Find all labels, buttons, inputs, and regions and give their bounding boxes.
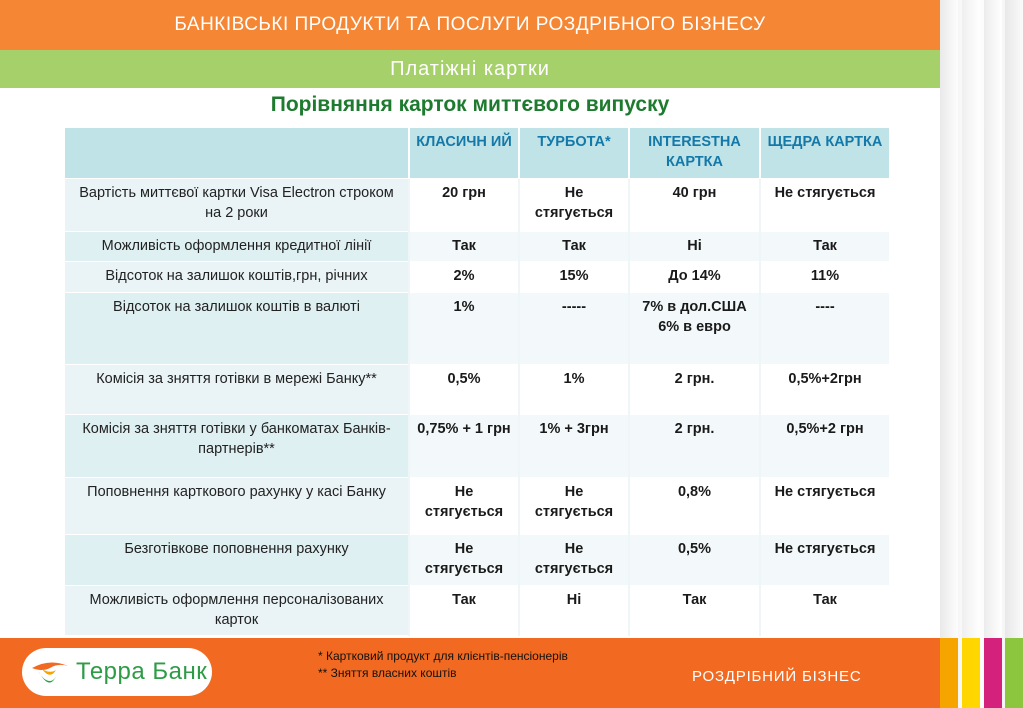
table-header-cell: КЛАСИЧН ИЙ [408, 128, 519, 179]
cell-value: Не стягується [759, 178, 889, 232]
cell-value: Так [628, 585, 760, 636]
header-title: БАНКІВСЬКІ ПРОДУКТИ ТА ПОСЛУГИ РОЗДРІБНО… [0, 0, 940, 50]
cell-value: ----- [518, 292, 629, 365]
cell-value: Так [759, 231, 889, 262]
table-row: Безготівкове поповнення рахунку Не стягу… [65, 534, 889, 586]
row-label: Безготівкове поповнення рахунку [65, 534, 409, 586]
cell-value: Ні [518, 585, 629, 636]
decor-stripe [1005, 0, 1023, 708]
cell-value: 40 грн [628, 178, 760, 232]
cell-value: 0,5% [408, 364, 519, 415]
decor-stripe-accent [1005, 638, 1023, 708]
cell-value: Не стягується [518, 477, 629, 535]
cell-value: Не стягується [759, 534, 889, 586]
cell-value: 2 грн. [628, 414, 760, 478]
cell-value: 15% [518, 261, 629, 293]
cell-value: 7% в дол.США 6% в евро [628, 292, 760, 365]
table-row: Комісія за зняття готівки в мережі Банку… [65, 364, 889, 415]
cell-value: Так [759, 585, 889, 636]
table-row: Відсоток на залишок коштів,грн, річних 2… [65, 261, 889, 293]
cell-value: ---- [759, 292, 889, 365]
cell-value: Не стягується [408, 534, 519, 586]
cell-value: До 14% [628, 261, 760, 293]
decor-stripe [984, 0, 1002, 708]
cell-value: 0,5% [628, 534, 760, 586]
logo-text: Терра Банк [76, 658, 208, 685]
decor-stripe-accent [940, 638, 958, 708]
table-header-cell: INTERESTНА КАРТКА [628, 128, 760, 179]
cell-value: 11% [759, 261, 889, 293]
header-subtitle: Платіжні картки [0, 50, 940, 88]
cell-value: Не стягується [518, 178, 629, 232]
footnote: * Картковий продукт для клієнтів-пенсіон… [318, 649, 568, 663]
bank-logo: Терра Банк [22, 648, 212, 696]
row-label: Можливість оформлення персоналізованих к… [65, 585, 409, 636]
table-header-cell [65, 128, 409, 179]
cell-value: 0,5%+2грн [759, 364, 889, 415]
decor-stripe [962, 0, 980, 708]
comparison-table: КЛАСИЧН ИЙ ТУРБОТА* INTERESTНА КАРТКА ЩЕ… [65, 128, 889, 636]
decor-stripe-accent [984, 638, 1002, 708]
cell-value: 0,5%+2 грн [759, 414, 889, 478]
table-header-cell: ТУРБОТА* [518, 128, 629, 179]
row-label: Відсоток на залишок коштів в валюті [65, 292, 409, 365]
page-title: Порівняння карток миттєвого випуску [270, 93, 670, 116]
table-header-row: КЛАСИЧН ИЙ ТУРБОТА* INTERESTНА КАРТКА ЩЕ… [65, 128, 889, 179]
cell-value: 1% [408, 292, 519, 365]
table-row: Відсоток на залишок коштів в валюті 1% -… [65, 292, 889, 365]
row-label: Вартість миттєвої картки Visa Electron с… [65, 178, 409, 232]
row-label: Комісія за зняття готівки у банкоматах Б… [65, 414, 409, 478]
table-header-cell: ЩЕДРА КАРТКА [759, 128, 889, 179]
footnotes: * Картковий продукт для клієнтів-пенсіон… [318, 648, 568, 682]
cell-value: Так [408, 585, 519, 636]
row-label: Поповнення карткового рахунку у касі Бан… [65, 477, 409, 535]
cell-value: 1% [518, 364, 629, 415]
cell-value: Не стягується [518, 534, 629, 586]
terra-bank-logo-icon [28, 650, 72, 694]
cell-value: Не стягується [759, 477, 889, 535]
cell-value: Так [408, 231, 519, 262]
decor-stripe [940, 0, 958, 708]
cell-value: Не стягується [408, 477, 519, 535]
table-row: Поповнення карткового рахунку у касі Бан… [65, 477, 889, 535]
cell-value: 20 грн [408, 178, 519, 232]
section-label: РОЗДРІБНИЙ БІЗНЕС [692, 668, 862, 685]
cell-value: 1% + 3грн [518, 414, 629, 478]
row-label: Відсоток на залишок коштів,грн, річних [65, 261, 409, 293]
cell-value: Ні [628, 231, 760, 262]
cell-value: 0,8% [628, 477, 760, 535]
table-row: Вартість миттєвої картки Visa Electron с… [65, 178, 889, 232]
table-row: Комісія за зняття готівки у банкоматах Б… [65, 414, 889, 478]
decor-stripe-accent [962, 638, 980, 708]
footnote: ** Зняття власних коштів [318, 666, 457, 680]
cell-value: 2 грн. [628, 364, 760, 415]
row-label: Можливість оформлення кредитної лінії [65, 231, 409, 262]
cell-value: Так [518, 231, 629, 262]
cell-value: 2% [408, 261, 519, 293]
cell-value: 0,75% + 1 грн [408, 414, 519, 478]
table-row: Можливість оформлення кредитної лінії Та… [65, 231, 889, 262]
row-label: Комісія за зняття готівки в мережі Банку… [65, 364, 409, 415]
table-row: Можливість оформлення персоналізованих к… [65, 585, 889, 636]
